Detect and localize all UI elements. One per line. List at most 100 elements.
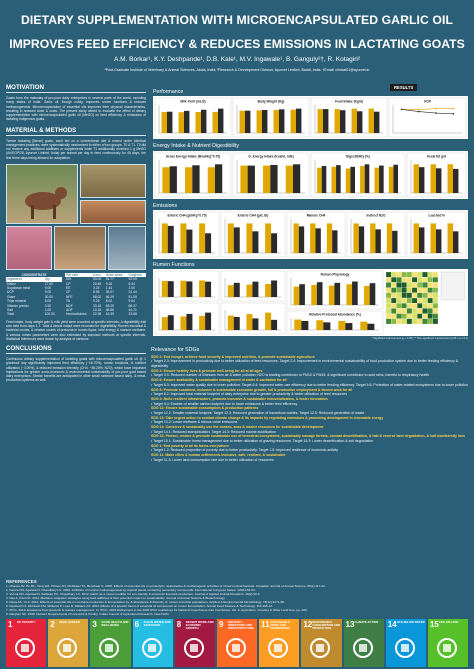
heatmap-cell [427,277,433,283]
heatmap-cell [401,313,407,319]
heatmap-cell [406,313,413,319]
sdg-symbol-icon [99,638,120,658]
heatmap-cell [401,277,407,283]
chart-bar [295,108,302,133]
chart-bar [240,165,248,193]
composition-cell: 35.07 [105,290,114,295]
composition-row: CF 8.96 35.07 31.44 [65,290,146,294]
chart-bar [161,280,168,297]
sdg-label: CLEAN WATER AND SANITATION [143,620,171,628]
chart-bar [430,164,436,193]
chart-bar [199,315,206,330]
heatmap-cell [391,313,397,319]
composition-cell: 31.44 [128,290,137,295]
heatmap-cell [396,292,402,299]
heatmap-cell [417,318,423,325]
chart-title: G. Energy Intake (Kcal/d, mlE) [248,155,293,159]
conclusions-text: Continuous dietary supplementation of la… [6,357,146,383]
sdg-number: 3 [92,620,97,629]
chart-bar [161,111,167,133]
composition-cell: 44.71 [128,308,137,312]
sdg-line: • Target 8.2: Improved total material fo… [151,392,348,397]
sdg-number: 6 [134,620,140,629]
chart-bar [271,233,278,253]
sdg-number: 13 [345,620,355,629]
emissions-charts: Enteric CH4 (g/d/Kg^0.75) Enteric CH4 (g/… [154,211,467,258]
heatmap-cell [432,277,439,283]
chart-bar [413,223,419,253]
heatmap-cell [417,313,423,319]
sdg-label: LIFE BELOW WATER [396,620,425,624]
sdg-line: • Target 11.3: Lower land consumption ra… [151,457,274,462]
chart-title: Feed Intake (Kg/d) [335,100,363,104]
chart-bar [200,109,207,133]
concentrate-cell: 9.00 [44,290,52,295]
heatmap-cell [385,308,392,314]
heatmap-cell [411,308,418,314]
chart-bar [265,223,272,253]
chart-bar [265,284,272,297]
references-heading: REFERENCES [6,579,37,584]
heatmap-cell [417,282,423,288]
heatmap-cell [406,282,413,288]
heatmap-cell [417,303,423,309]
composition-cell: 51.08 [128,294,137,299]
chart-title: Relative Protozoal Abundance (%) [309,313,361,317]
chart-bar [350,166,355,193]
motivation-text: Goats form the mainstay of pro-poor dair… [6,96,146,122]
concentrate-col-ingredient: Ingredient [7,277,22,282]
heatmap-cell [385,271,392,278]
composition-cell: Hemicellulose [66,312,87,317]
chart-bar [166,111,173,133]
heatmap-cell [417,308,423,314]
chart-bar [328,285,335,305]
composition-cell: 2.00 [128,285,135,290]
concentrate-cell: 17.00 [44,281,53,286]
concentrate-row: Maize 17.00 [6,282,62,286]
chart-bar [301,320,309,330]
chart-bar [316,320,324,330]
chart-bar [392,230,398,253]
chart-bar [227,285,234,297]
composition-row: ADF 10.18 46.86 44.71 [65,308,146,312]
heatmap-cell [422,277,428,283]
chart-bar [252,318,259,330]
chart-bar [199,223,206,253]
chart-bar [285,165,293,193]
performance-panel: Milk Yield (mL/d) Body Weight (Kg) Feed In… [153,96,468,139]
sdg-line: SDG 1: End poverty in all its forms ever… [151,443,229,448]
sdg-section: Relevance for SDGs SDG 2: End hunger, ac… [151,348,469,463]
chart-bar [178,112,184,133]
chart-bar [167,315,174,330]
references: REFERENCES 1. Chaves AV, He ML, Yang WZ,… [6,579,468,617]
chart-bar [435,229,442,253]
chart-bar [180,316,187,330]
heatmap-cell [422,271,428,278]
composition-cell: 6.44 [128,281,135,286]
chart-bar [233,282,240,297]
chart-bar [292,164,301,193]
heatmap-cell [385,292,392,299]
heatmap-cell [391,318,397,325]
chart-bar [247,165,255,193]
heatmap-cell [427,287,433,293]
sdg-number: 12 [303,620,313,629]
chart-bar [375,229,381,253]
composition-cell: 93.00 [93,277,102,282]
sdg-label: DECENT WORK AND ECONOMIC GROWTH [185,620,214,631]
composition-cell: 16.39 [105,312,114,317]
heatmap-cell [406,308,413,314]
chart-bar [351,108,357,133]
heatmap-cell [432,297,439,304]
composition-cell: 68.37 [128,303,137,308]
sdg-symbol-icon [394,638,415,658]
chart-bar [205,312,212,330]
sdg-icon-9: 9 INDUSTRY, INNOVATION AND INFRASTRUCTURE [216,619,258,667]
chart-bar [290,109,296,133]
chart-bar [317,167,322,193]
chart-bar [246,223,253,253]
chart-bar [358,226,365,253]
concentrate-row: Vitamin premix 0.50 [6,304,62,308]
chart-bar [310,223,316,253]
composition-cell: DM [66,277,72,282]
